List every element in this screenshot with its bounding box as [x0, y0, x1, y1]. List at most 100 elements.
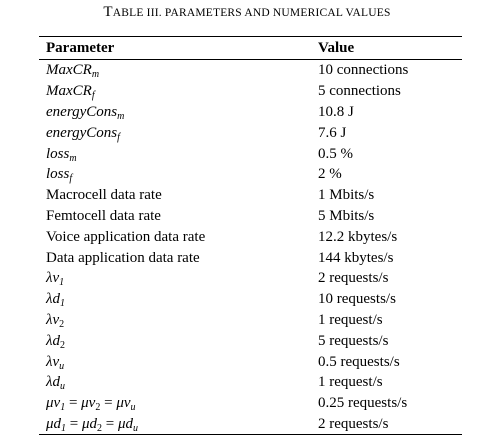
parameter-text: λv: [46, 270, 60, 287]
parameter-text: energyCons: [46, 103, 118, 120]
parameter-cell: Macrocell data rate: [39, 185, 312, 206]
parameter-text: λd: [46, 374, 60, 391]
parameter-text: =: [102, 415, 118, 432]
parameter-cell: λd2: [39, 330, 312, 351]
parameter-cell: λdu: [39, 372, 312, 393]
parameter-text: λd: [46, 291, 60, 308]
parameter-subscript: m: [69, 152, 77, 164]
value-cell: 2 requests/s: [312, 413, 462, 436]
table-row: lossm 0.5 %: [39, 143, 462, 164]
parameter-cell: λd1: [39, 289, 312, 310]
parameter-text: =: [65, 395, 82, 412]
parameter-subscript: 2: [59, 318, 65, 330]
parameter-text: MaxCR: [46, 83, 92, 100]
caption-initial: T: [103, 4, 113, 20]
table-body: MaxCRm 10 connections MaxCRf 5 connections e…: [39, 60, 462, 436]
value-cell: 0.5 %: [318, 145, 353, 162]
table-header-row: Parameter Value: [39, 36, 462, 60]
header-parameter: Parameter: [39, 36, 312, 60]
parameter-cell: Femtocell data rate: [39, 206, 312, 227]
parameter-text: λv: [46, 311, 60, 328]
parameter-text: μv: [81, 395, 96, 412]
header-value: Value: [312, 36, 462, 60]
parameter-cell: lossf: [39, 164, 312, 185]
parameter-text: μd: [46, 415, 62, 432]
parameter-text: λv: [46, 353, 60, 370]
parameter-cell: MaxCRm: [39, 60, 312, 81]
table-row: Femtocell data rate 5 Mbits/s: [39, 206, 462, 227]
parameter-subscript: 2: [95, 402, 101, 414]
parameter-subscript: u: [60, 381, 65, 393]
parameter-subscript: u: [133, 422, 139, 434]
parameter-subscript: f: [69, 173, 73, 185]
parameter-cell: energyConsm: [39, 102, 312, 123]
table-row: energyConsm 10.8 J: [39, 102, 462, 123]
parameter-cell: MaxCRf: [39, 81, 312, 102]
value-cell: 1 Mbits/s: [318, 187, 375, 204]
parameter-text: Femtocell data rate: [46, 207, 161, 224]
parameter-text: Macrocell data rate: [46, 187, 162, 204]
parameter-text: loss: [46, 145, 70, 162]
value-cell: 5 requests/s: [318, 332, 389, 349]
table-row: λvu 0.5 requests/s: [39, 351, 462, 372]
caption-prefix: ABLE III.: [112, 7, 165, 19]
value-cell: 10 requests/s: [318, 291, 396, 308]
table-row: λd2 5 requests/s: [39, 330, 462, 351]
value-cell: 10.8 J: [318, 103, 354, 120]
value-cell: 12.2 kbytes/s: [318, 228, 398, 245]
caption-title: PARAMETERS AND NUMERICAL VALUES: [164, 7, 391, 19]
table-caption: TABLE III. PARAMETERS AND NUMERICAL VALU…: [0, 4, 494, 21]
value-cell: 5 connections: [318, 83, 401, 100]
value-cell: 0.25 requests/s: [318, 395, 408, 412]
table-row: MaxCRf 5 connections: [39, 81, 462, 102]
table-row: energyConsf 7.6 J: [39, 122, 462, 143]
value-cell: 5 Mbits/s: [318, 207, 375, 224]
parameter-subscript: 2: [60, 339, 65, 351]
parameter-subscript: 1: [60, 298, 65, 310]
table-row: μv1 = μv2 = μvu 0.25 requests/s: [39, 393, 462, 414]
parameter-cell: energyConsf: [39, 122, 312, 143]
table-row: MaxCRm 10 connections: [39, 60, 462, 81]
parameters-table: Parameter Value MaxCRm 10 connections MaxC…: [39, 36, 462, 436]
parameter-text: μd: [82, 415, 98, 432]
parameter-cell: λv2: [39, 310, 312, 331]
parameter-text: loss: [46, 166, 70, 183]
parameter-cell: λvu: [39, 351, 312, 372]
table-row: Voice application data rate 12.2 kbytes/s: [39, 226, 462, 247]
parameter-subscript: f: [117, 131, 120, 143]
parameter-subscript: m: [91, 69, 100, 81]
value-cell: 7.6 J: [318, 124, 347, 141]
parameter-cell: Voice application data rate: [39, 226, 312, 247]
table-row: λv2 1 request/s: [39, 310, 462, 331]
parameter-text: μv: [46, 395, 61, 412]
parameter-text: μv: [116, 395, 131, 412]
parameter-text: energyCons: [46, 124, 118, 141]
table-row: Macrocell data rate 1 Mbits/s: [39, 185, 462, 206]
value-cell: 1 request/s: [318, 374, 383, 391]
parameter-subscript: 1: [59, 277, 65, 289]
parameter-subscript: m: [117, 110, 125, 122]
parameter-cell: lossm: [39, 143, 312, 164]
parameter-cell: λv1: [39, 268, 312, 289]
value-cell: 0.5 requests/s: [318, 353, 400, 370]
value-cell: 1 request/s: [318, 311, 383, 328]
table-row: μd1 = μd2 = μdu 2 requests/s: [39, 413, 462, 436]
parameter-cell: μd1 = μd2 = μdu: [39, 413, 312, 436]
parameter-subscript: u: [130, 402, 136, 414]
parameter-text: MaxCR: [46, 62, 92, 79]
parameter-text: Data application data rate: [46, 249, 200, 266]
parameter-subscript: u: [59, 360, 65, 372]
parameter-subscript: 1: [60, 402, 66, 414]
parameter-text: Voice application data rate: [46, 228, 206, 245]
table-row: Data application data rate 144 kbytes/s: [39, 247, 462, 268]
value-cell: 10 connections: [318, 62, 409, 79]
table-row: λv1 2 requests/s: [39, 268, 462, 289]
parameter-cell: Data application data rate: [39, 247, 312, 268]
parameter-text: λd: [46, 332, 60, 349]
parameter-subscript: 1: [61, 422, 67, 434]
parameter-text: =: [100, 395, 117, 412]
table-row: λdu 1 request/s: [39, 372, 462, 393]
value-cell: 2 %: [318, 166, 342, 183]
parameter-text: μd: [118, 415, 134, 432]
